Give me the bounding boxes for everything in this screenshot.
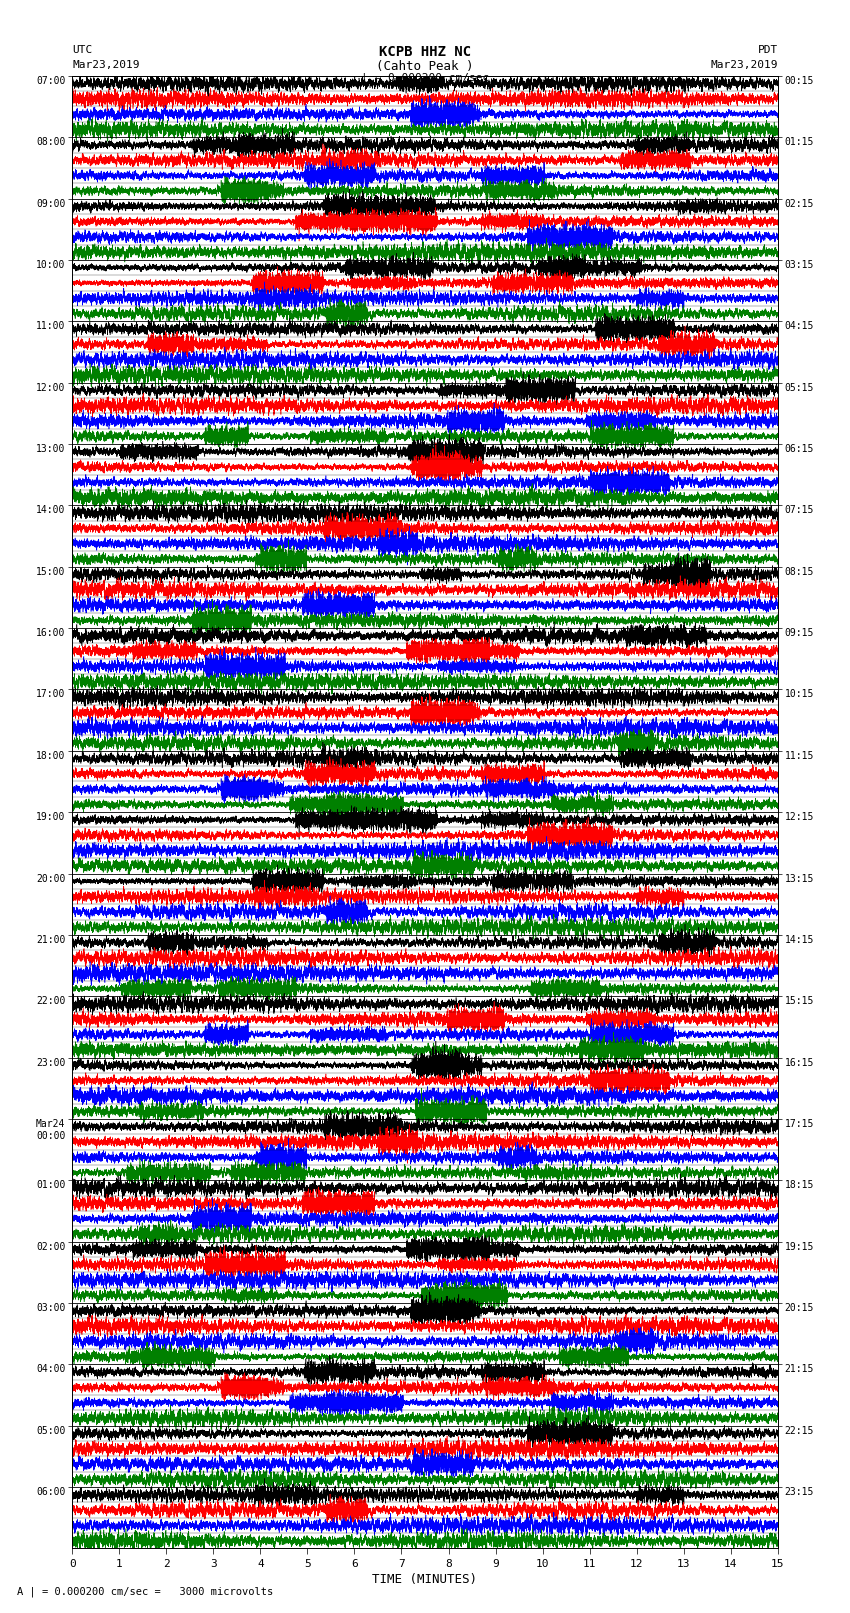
Text: A | = 0.000200 cm/sec =   3000 microvolts: A | = 0.000200 cm/sec = 3000 microvolts (17, 1586, 273, 1597)
Text: Mar23,2019: Mar23,2019 (72, 60, 139, 69)
Text: KCPB HHZ NC: KCPB HHZ NC (379, 45, 471, 60)
Text: | = 0.000200 cm/sec: | = 0.000200 cm/sec (361, 73, 489, 84)
Text: PDT: PDT (757, 45, 778, 55)
X-axis label: TIME (MINUTES): TIME (MINUTES) (372, 1573, 478, 1586)
Text: (Cahto Peak ): (Cahto Peak ) (377, 60, 473, 73)
Text: Mar23,2019: Mar23,2019 (711, 60, 778, 69)
Text: UTC: UTC (72, 45, 93, 55)
